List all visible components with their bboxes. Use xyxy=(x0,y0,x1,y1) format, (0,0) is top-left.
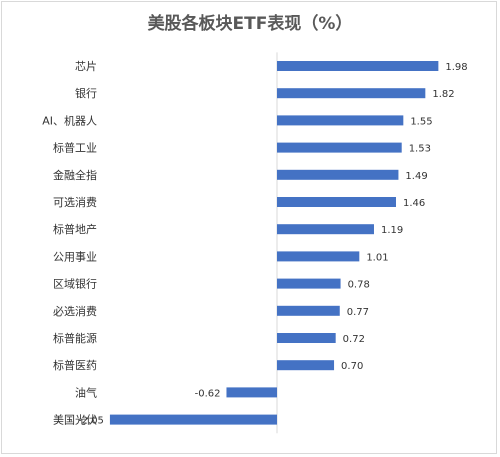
data-label: 0.78 xyxy=(348,280,370,291)
data-label: 1.49 xyxy=(405,171,427,182)
data-label: 0.70 xyxy=(341,361,363,372)
bar xyxy=(277,224,374,235)
category-label: 可选消费 xyxy=(53,195,97,209)
bar xyxy=(277,305,340,316)
category-label: 区域银行 xyxy=(53,277,97,291)
bar xyxy=(277,333,336,343)
category-label: 标普医药 xyxy=(53,358,97,372)
data-label: 1.53 xyxy=(409,144,431,155)
data-label: 1.19 xyxy=(381,225,403,236)
category-label: 标普地产 xyxy=(53,222,97,236)
category-label: 标普能源 xyxy=(53,331,97,345)
data-label: -2.05 xyxy=(78,416,104,427)
category-label: AI、机器人 xyxy=(42,113,97,127)
data-label: 1.01 xyxy=(366,252,388,263)
bar xyxy=(277,61,439,71)
bar xyxy=(277,169,399,180)
category-label: 芯片 xyxy=(75,59,97,73)
bar xyxy=(277,142,402,153)
category-label: 银行 xyxy=(75,86,97,100)
data-label: 1.55 xyxy=(410,116,432,127)
category-label: 油气 xyxy=(75,385,97,399)
data-label: 0.72 xyxy=(343,334,365,345)
data-label: 0.77 xyxy=(347,307,369,318)
data-label: -0.62 xyxy=(195,388,221,399)
bar xyxy=(277,278,341,289)
data-label: 1.98 xyxy=(445,62,467,73)
bar xyxy=(277,115,404,126)
category-label: 标普工业 xyxy=(53,141,97,155)
bar xyxy=(277,251,360,262)
data-label: 1.82 xyxy=(432,89,454,100)
bar xyxy=(226,387,277,398)
category-label: 美国光伏 xyxy=(53,413,97,427)
bar xyxy=(277,88,426,99)
category-label: 必选消费 xyxy=(53,304,97,318)
chart-title: 美股各板块ETF表现（%） xyxy=(147,14,353,34)
bar xyxy=(109,414,277,425)
bar xyxy=(277,360,335,371)
bar xyxy=(277,197,396,207)
category-label: 金融全指 xyxy=(53,168,97,182)
data-label: 1.46 xyxy=(403,198,425,209)
category-label: 公用事业 xyxy=(53,250,97,263)
